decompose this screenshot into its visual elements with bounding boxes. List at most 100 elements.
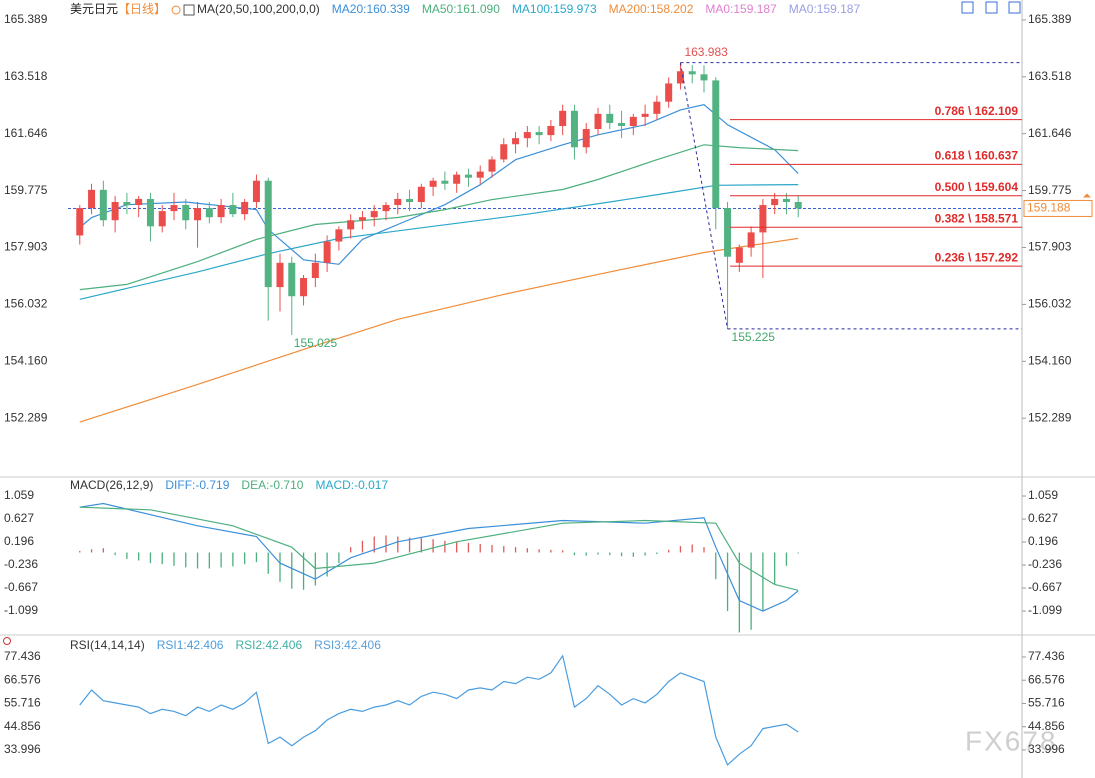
indicator: MA(20,50,100,200,0,0)	[197, 2, 320, 16]
y-tick-label: 44.856	[1028, 719, 1065, 733]
tool-icon[interactable]	[985, 1, 998, 14]
candle-body	[771, 198, 779, 206]
series-line	[79, 502, 799, 612]
y-tick-label: 44.856	[4, 719, 41, 733]
candle-body	[88, 189, 96, 209]
watermark: FX678	[965, 725, 1058, 756]
candle-body	[453, 174, 461, 184]
indicator-icon	[183, 4, 195, 16]
last-price-box	[1023, 199, 1093, 217]
last-price-arrow	[1083, 193, 1091, 198]
candle-body	[146, 198, 154, 227]
candle-body	[570, 110, 578, 148]
candle-body	[135, 198, 143, 206]
candle-body	[512, 138, 520, 145]
candle-body	[794, 201, 802, 209]
y-tick-label: 163.518	[1028, 69, 1072, 83]
y-tick-label: 33.996	[4, 742, 41, 756]
fib-label: 0.500 \ 159.604	[935, 180, 1019, 194]
candle-body	[594, 113, 602, 130]
low-label: 155.225	[732, 330, 776, 344]
period: 【日线】	[118, 2, 166, 16]
candle-body	[170, 205, 178, 212]
y-tick-label: -1.099	[1028, 603, 1062, 617]
candle-body	[217, 205, 225, 218]
candle-body	[205, 208, 213, 218]
candle-body	[629, 116, 637, 126]
candle-body	[782, 198, 790, 202]
chart-title: RSI(14,14,14)	[70, 638, 145, 652]
y-tick-label: 157.903	[1028, 240, 1072, 254]
y-tick-label: 0.627	[1028, 511, 1058, 525]
legend-entry: MA50:161.090	[422, 2, 500, 16]
settings-icon[interactable]	[3, 637, 11, 645]
y-tick-label: 66.576	[1028, 672, 1065, 686]
candle-body	[488, 159, 496, 172]
candle-body	[123, 201, 131, 206]
candle-body	[99, 189, 107, 221]
y-tick-label: 55.716	[4, 696, 41, 710]
low-label: 155.025	[294, 336, 338, 350]
y-tick-label: 157.903	[4, 240, 48, 254]
candle-body	[111, 201, 119, 221]
candle-body	[700, 74, 708, 81]
period-icon	[171, 5, 181, 15]
candle-body	[323, 241, 331, 263]
candle-body	[582, 129, 590, 148]
y-tick-label: 77.436	[4, 649, 41, 663]
y-tick-label: 156.032	[1028, 297, 1072, 311]
y-tick-label: 156.032	[4, 297, 48, 311]
y-tick-label: -1.099	[4, 603, 38, 617]
series-line	[79, 506, 799, 591]
candle-body	[441, 180, 449, 184]
y-tick-label: 1.059	[1028, 488, 1058, 502]
legend-entry: RSI1:42.406	[157, 638, 224, 652]
legend-entry: RSI2:42.406	[235, 638, 302, 652]
y-tick-label: 152.289	[1028, 410, 1072, 424]
candle-body	[241, 201, 249, 215]
y-tick-label: 152.289	[4, 410, 48, 424]
candle-body	[429, 180, 437, 187]
candle-body	[276, 262, 284, 288]
candle-body	[370, 211, 378, 218]
y-tick-label: 165.389	[4, 12, 48, 26]
legend-entry: DEA:-0.710	[241, 478, 303, 492]
y-tick-label: -0.667	[1028, 580, 1062, 594]
candle-body	[606, 113, 614, 123]
y-tick-label: 1.059	[4, 488, 34, 502]
y-tick-label: 165.389	[1028, 12, 1072, 26]
y-tick-label: 161.646	[1028, 126, 1072, 140]
legend-entry: MA100:159.973	[512, 2, 597, 16]
tool-icon[interactable]	[1008, 1, 1021, 14]
trend-line	[679, 62, 729, 330]
candle-body	[618, 122, 626, 126]
series-line	[79, 654, 799, 766]
fib-label: 0.786 \ 162.109	[935, 104, 1019, 118]
legend-entry: MA20:160.339	[332, 2, 410, 16]
fib-label: 0.236 \ 157.292	[935, 250, 1019, 264]
y-tick-label: -0.236	[4, 557, 38, 571]
high-label: 163.983	[684, 45, 728, 59]
legend-entry: MA0:159.187	[789, 2, 861, 16]
legend-entry: RSI3:42.406	[314, 638, 381, 652]
candle-body	[76, 208, 84, 236]
y-tick-label: 159.775	[1028, 183, 1072, 197]
y-tick-label: 154.160	[4, 353, 48, 367]
y-tick-label: -0.667	[4, 580, 38, 594]
tool-icon[interactable]	[961, 1, 974, 14]
chart-title: 美元日元	[70, 2, 118, 16]
candle-body	[382, 205, 390, 212]
last-price-label: 159.188	[1027, 201, 1071, 215]
legend-entry: MACD:-0.017	[315, 478, 388, 492]
fib-label: 0.382 \ 158.571	[935, 211, 1019, 225]
candle-body	[500, 144, 508, 160]
candle-body	[747, 232, 755, 248]
candle-body	[476, 171, 484, 178]
candle-body	[300, 278, 308, 297]
y-tick-label: 77.436	[1028, 649, 1065, 663]
legend-entry: DIFF:-0.719	[165, 478, 229, 492]
candle-body	[158, 211, 166, 227]
candle-body	[288, 262, 296, 297]
series-line	[79, 144, 799, 291]
candle-body	[653, 101, 661, 114]
